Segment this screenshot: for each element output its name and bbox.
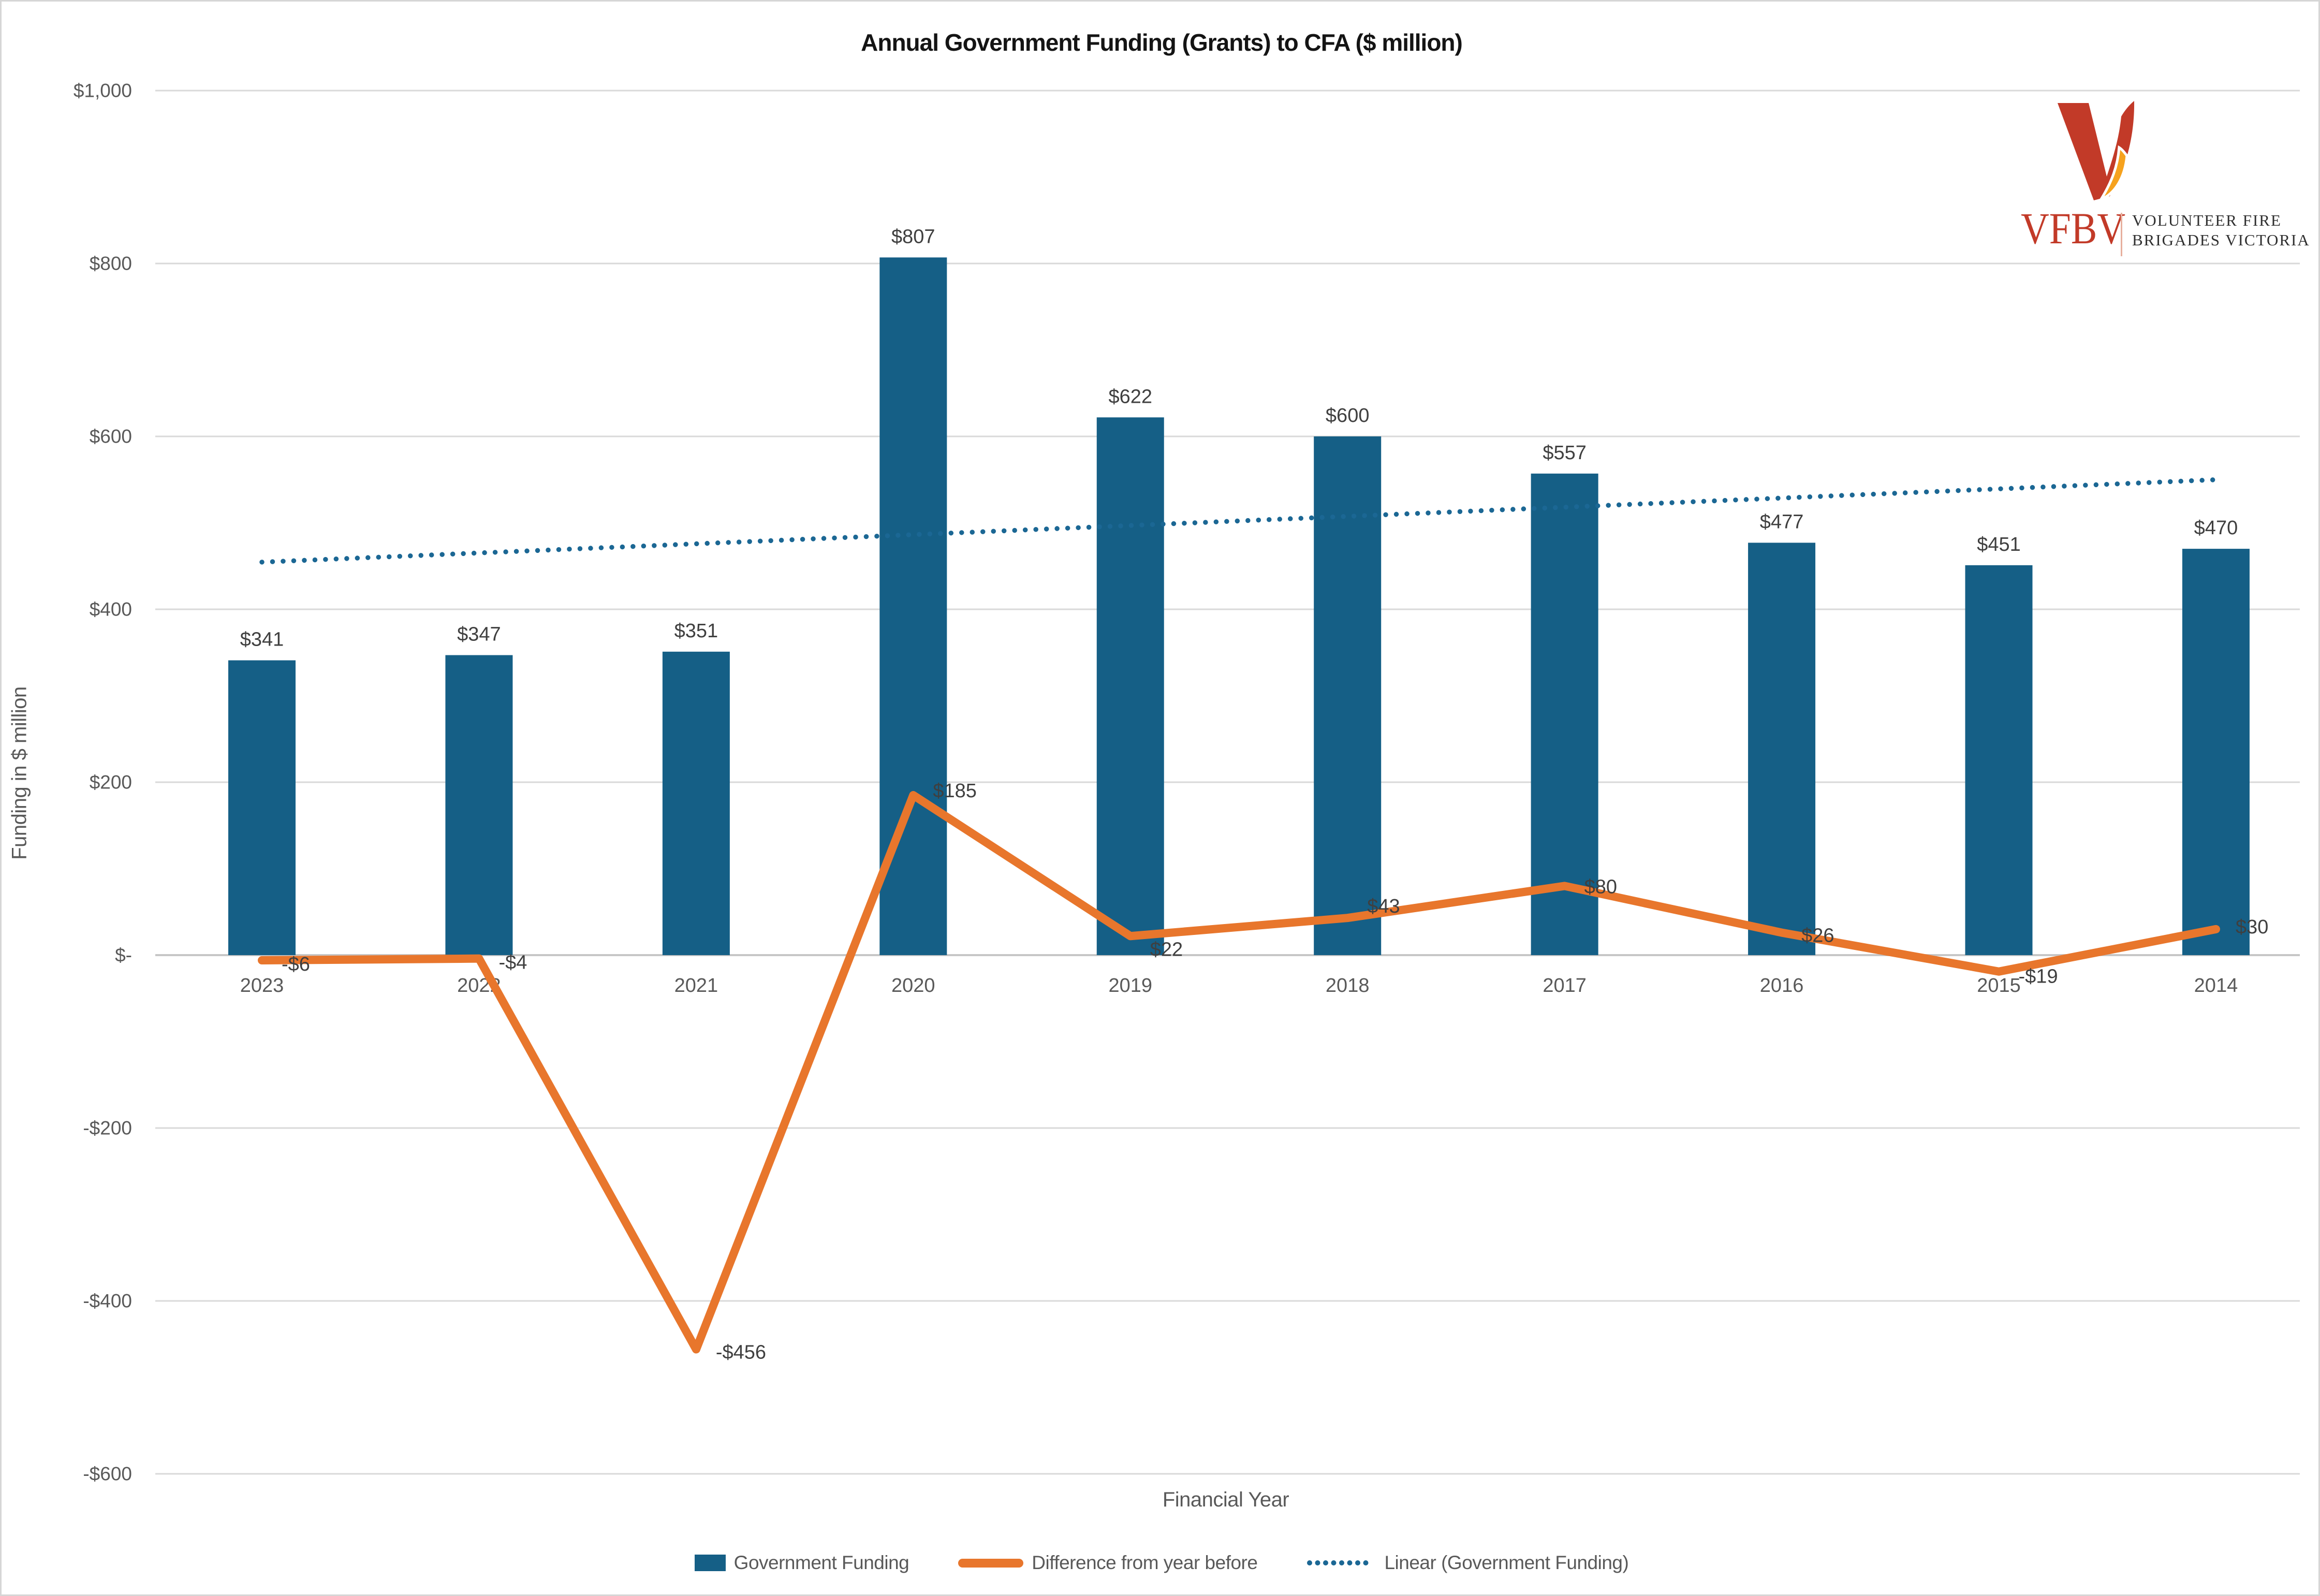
diff-label-2015: -$19: [2019, 966, 2058, 988]
diff-label-2014: $30: [2236, 916, 2268, 938]
bar-label-2015: $451: [1977, 534, 2021, 555]
logo-org-line2: BRIGADES VICTORIA: [2132, 231, 2310, 249]
y-tick-1000: $1,000: [74, 80, 132, 101]
logo-org-name: VOLUNTEER FIRE BRIGADES VICTORIA: [2132, 211, 2310, 250]
dotted-line-swatch-icon: [1307, 1560, 1376, 1565]
bar-label-2019: $622: [1108, 386, 1152, 407]
bar-label-2022: $347: [457, 624, 501, 646]
y-tick-800: $800: [90, 253, 132, 274]
linear-trendline: [259, 477, 2219, 565]
vfbv-flame-icon: [2058, 101, 2135, 202]
bar-2017: [1531, 473, 1598, 955]
bar-label-2018: $600: [1326, 405, 1370, 427]
line-swatch-icon: [958, 1558, 1024, 1568]
x-tick-2018: 2018: [1326, 975, 1370, 997]
y-tick--600: -$600: [83, 1463, 132, 1485]
x-axis-title: Financial Year: [1162, 1488, 1289, 1511]
bar-2022: [445, 655, 513, 955]
x-tick-2015: 2015: [1977, 975, 2021, 997]
x-tick-2016: 2016: [1760, 975, 1804, 997]
x-tick-2017: 2017: [1543, 975, 1587, 997]
difference-line: [258, 791, 2220, 1354]
legend-item-linear-trend: Linear (Government Funding): [1306, 1552, 1629, 1574]
logo-org-line1: VOLUNTEER FIRE: [2132, 211, 2282, 229]
bar-2018: [1314, 436, 1382, 955]
logo-divider: [2121, 213, 2122, 256]
x-tick-2014: 2014: [2194, 975, 2238, 997]
bar-2016: [1748, 543, 1816, 955]
y-tick--200: -$200: [83, 1118, 132, 1139]
bar-label-2017: $557: [1543, 442, 1587, 464]
legend-item-government-funding: Government Funding: [694, 1552, 909, 1574]
bar-2019: [1096, 417, 1164, 955]
diff-label-2021: -$456: [716, 1342, 766, 1364]
x-tick-2020: 2020: [891, 975, 935, 997]
y-tick-0: $-: [115, 945, 132, 966]
legend: Government Funding Difference from year …: [2, 1552, 2318, 1574]
bar-label-2023: $341: [240, 629, 284, 651]
y-axis-title: Funding in $ million: [8, 686, 31, 860]
chart-title: Annual Government Funding (Grants) to CF…: [861, 29, 1463, 56]
diff-label-2016: $26: [1801, 925, 1834, 947]
vfbv-logo: [1997, 97, 2297, 263]
y-tick-200: $200: [90, 772, 132, 793]
diff-label-2018: $43: [1367, 896, 1400, 917]
bar-2021: [662, 651, 730, 955]
bar-2020: [879, 257, 947, 955]
legend-label: Government Funding: [733, 1552, 909, 1573]
legend-item-difference: Difference from year before: [958, 1552, 1258, 1574]
vfbv-wordmark: VFBV: [2021, 203, 2125, 253]
diff-label-2019: $22: [1150, 939, 1183, 960]
x-tick-2021: 2021: [674, 975, 718, 997]
legend-label: Linear (Government Funding): [1384, 1552, 1629, 1573]
legend-label: Difference from year before: [1032, 1552, 1258, 1573]
diff-label-2022: -$4: [498, 952, 527, 974]
x-tick-2019: 2019: [1108, 975, 1152, 997]
diff-label-2017: $80: [1584, 876, 1617, 898]
diff-label-2020: $185: [933, 780, 977, 802]
bar-label-2021: $351: [674, 620, 718, 642]
bar-label-2016: $477: [1760, 511, 1804, 533]
bar-swatch-icon: [694, 1555, 726, 1571]
y-tick-400: $400: [90, 599, 132, 620]
bar-2023: [228, 660, 296, 955]
bar-label-2014: $470: [2194, 517, 2238, 539]
diff-label-2023: -$6: [282, 954, 310, 975]
bar-2015: [1965, 565, 2033, 955]
y-tick--400: -$400: [83, 1291, 132, 1312]
y-tick-600: $600: [90, 426, 132, 447]
x-tick-2023: 2023: [240, 975, 284, 997]
bar-label-2020: $807: [891, 226, 935, 247]
bar-2014: [2182, 549, 2250, 955]
